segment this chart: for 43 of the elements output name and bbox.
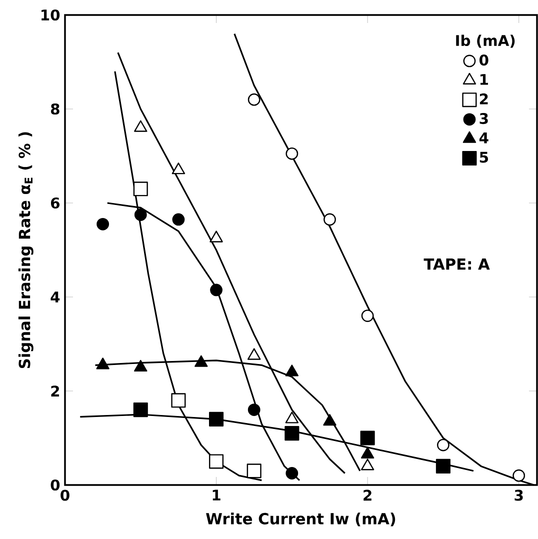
point [171, 393, 186, 408]
legend-title: Ib (mA) [456, 34, 515, 48]
y-tick-label: 4 [50, 292, 60, 302]
point [210, 284, 222, 296]
point [284, 426, 300, 441]
legend-label: 1 [480, 74, 488, 85]
y-tick-label: 8 [50, 103, 60, 115]
x-tick-label: 3 [514, 490, 523, 501]
legend-label: 4 [479, 132, 488, 144]
point [436, 458, 450, 474]
point [324, 213, 336, 226]
y-axis-title: Signal Erasing Rate α$_{E}$ ( % ) [18, 132, 34, 368]
y-tick-label: 0 [50, 479, 60, 491]
point [134, 208, 147, 221]
point [286, 467, 298, 480]
point [96, 218, 110, 230]
point [286, 147, 298, 160]
legend-label: 5 [480, 152, 488, 163]
legend-label: 2 [480, 93, 488, 104]
point [133, 402, 148, 418]
point [248, 404, 260, 416]
point [360, 430, 375, 446]
legend-label: 3 [480, 112, 488, 124]
y-tick-label: 10 [42, 9, 60, 21]
x-tick-label: 0 [60, 490, 70, 501]
point [209, 412, 224, 426]
point [209, 454, 224, 469]
legend-label: 0 [480, 54, 488, 66]
point [323, 414, 336, 426]
x-tick-label: 2 [364, 490, 372, 501]
point [361, 310, 374, 322]
y-tick-label: 6 [50, 197, 60, 209]
point [172, 162, 186, 174]
x-axis-title: Write Current Iw (mA) [206, 512, 396, 526]
annotation: TAPE: A [424, 258, 490, 270]
point [437, 438, 450, 452]
y-tick-label: 2 [51, 386, 60, 396]
point [172, 213, 185, 226]
x-tick-label: 1 [212, 490, 220, 500]
point [246, 464, 262, 478]
point [512, 469, 526, 482]
point [133, 182, 148, 196]
point [248, 93, 260, 106]
